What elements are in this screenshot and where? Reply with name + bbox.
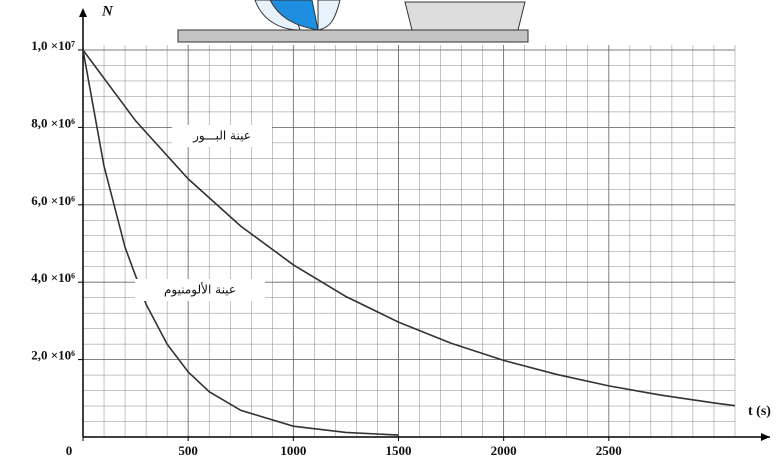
chart: N t (s) 0 500 1000 1500 2000 2500 2,0 ×10⁶ 4,0 … — [0, 0, 781, 470]
y-tick-label: 8,0 ×10⁶ — [31, 115, 75, 130]
series-line — [83, 50, 399, 435]
series-line — [83, 50, 735, 406]
x-axis-label: t (s) — [748, 404, 771, 419]
y-tick-label: 4,0 ×10⁶ — [31, 270, 75, 285]
x-axis-arrow — [761, 433, 770, 441]
y-axis-arrow — [79, 8, 87, 17]
curve-label: عينة الألومنيوم — [164, 282, 236, 298]
x-tick-label: 2500 — [596, 443, 622, 458]
x-tick-label: 500 — [178, 443, 198, 458]
x-tick-label: 1500 — [385, 443, 411, 458]
curve-label: عينة البـــور — [192, 129, 251, 144]
x-tick-label: 0 — [66, 443, 73, 458]
y-axis-label: N — [101, 3, 114, 19]
apparatus — [178, 0, 528, 42]
y-tick-label: 6,0 ×10⁶ — [31, 193, 75, 208]
y-tick-label: 1,0 ×10⁷ — [31, 38, 75, 53]
x-tick-label: 1000 — [280, 443, 306, 458]
x-tick-label: 2000 — [491, 443, 517, 458]
y-tick-label: 2,0 ×10⁶ — [31, 348, 75, 363]
